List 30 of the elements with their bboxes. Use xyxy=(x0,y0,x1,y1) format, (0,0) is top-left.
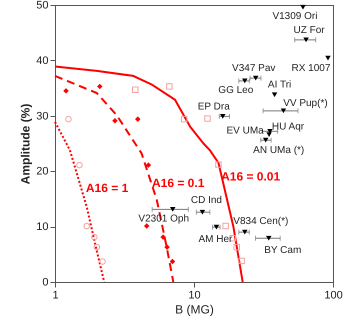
annotation: HU Aqr xyxy=(272,121,305,132)
annotation: EP Dra xyxy=(198,101,230,112)
annotation: AM Her xyxy=(198,234,234,246)
annotation: CD Ind xyxy=(190,195,222,206)
annotation: A16 = 0.1 xyxy=(152,176,205,190)
annotation: VV Pup(*) xyxy=(283,98,328,109)
annotation: UZ For xyxy=(294,24,326,36)
annotation: V834 Cen(*) xyxy=(233,216,288,228)
y-tick-label: 40 xyxy=(36,54,48,67)
annotation: A16 = 0.01 xyxy=(221,170,280,184)
annotation: V347 Pav xyxy=(232,63,276,74)
y-tick-label: 0 xyxy=(42,276,48,288)
y-tick-label: 20 xyxy=(36,166,48,178)
annotation: RX 1007 xyxy=(292,63,331,74)
annotation: EV UMa xyxy=(226,126,264,137)
y-tick-label: 10 xyxy=(36,221,48,234)
x-tick-label: 100 xyxy=(324,290,343,302)
y-axis-title: Amplitude (%) xyxy=(18,104,32,184)
annotation: AI Tri xyxy=(268,80,292,91)
annotation: V1309 Ori xyxy=(272,11,318,22)
annotation: GG Leo xyxy=(218,84,254,96)
annotation: AN UMa (*) xyxy=(253,145,304,156)
annotation: A16 = 1 xyxy=(86,180,129,195)
y-tick-label: 50 xyxy=(36,0,48,12)
y-tick-label: 30 xyxy=(36,110,48,122)
x-tick-label: 10 xyxy=(188,290,201,302)
annotation: V2301 Oph xyxy=(138,213,190,224)
x-axis-title: B (MG) xyxy=(175,302,214,316)
x-tick-label: 1 xyxy=(52,290,59,302)
annotation: BY Cam xyxy=(264,245,302,256)
